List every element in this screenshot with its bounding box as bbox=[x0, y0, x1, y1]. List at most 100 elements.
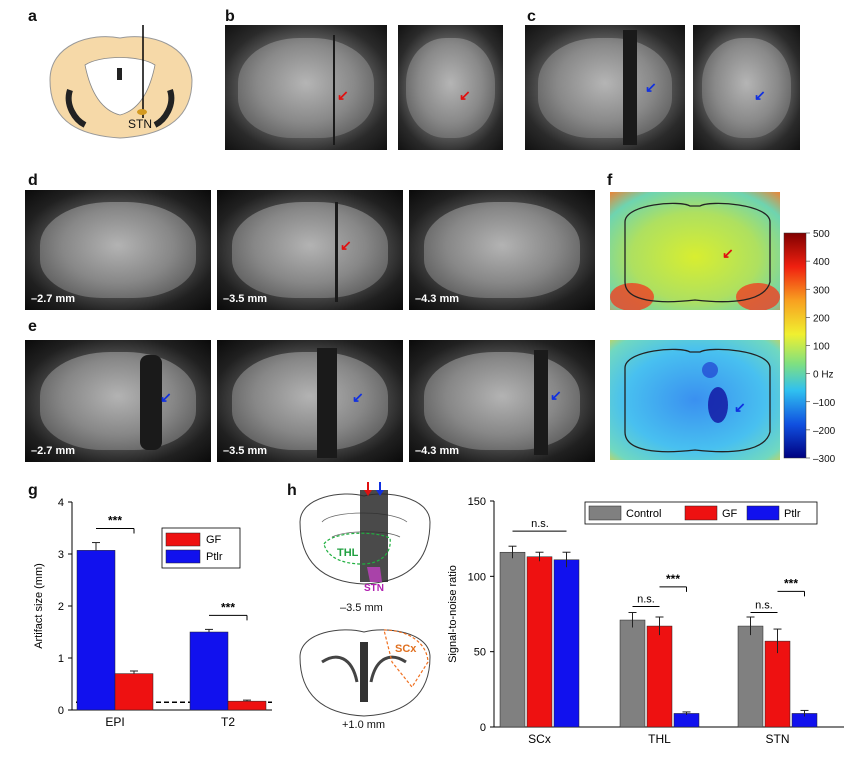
x-tick-label: THL bbox=[648, 732, 671, 746]
bar-control bbox=[737, 625, 764, 728]
mri-b-coronal bbox=[225, 25, 387, 150]
mri-d-slice-2: –3.5 mm bbox=[217, 190, 403, 310]
brain-schematic-h-top bbox=[299, 482, 431, 585]
blue-arrow-icon: ↙ bbox=[734, 399, 746, 415]
mri-c-axial bbox=[693, 25, 800, 150]
mri-b-axial bbox=[398, 25, 503, 150]
slice-depth-label: –4.3 mm bbox=[415, 445, 460, 457]
ns-label: n.s. bbox=[637, 593, 655, 605]
colorbar: 500 400 300 200 100 0 Hz –100 –200 –300 bbox=[783, 229, 836, 465]
colorbar-tick-label: 400 bbox=[813, 257, 830, 268]
legend-swatch-ptlr bbox=[165, 549, 201, 564]
y-tick-label: 1 bbox=[58, 653, 64, 665]
legend-label: GF bbox=[722, 508, 738, 520]
y-tick-label: 4 bbox=[58, 497, 64, 509]
y-axis-label: Artifact size (mm) bbox=[33, 563, 45, 649]
y-tick-label: 100 bbox=[468, 571, 486, 583]
significance-label: *** bbox=[784, 576, 798, 590]
mri-e-slice-3: –4.3 mm bbox=[409, 340, 595, 462]
panel-letter-d: d bbox=[28, 172, 38, 189]
blue-arrow-icon: ↙ bbox=[754, 87, 766, 103]
legend-label: Control bbox=[626, 508, 661, 520]
legend-swatch-ptlr bbox=[746, 505, 780, 521]
ns-label: n.s. bbox=[531, 518, 549, 530]
mri-e-slice-1: –2.7 mm bbox=[25, 340, 211, 462]
bar-ptlr bbox=[553, 559, 580, 728]
red-arrow-icon: ↙ bbox=[459, 87, 471, 103]
bar-gf bbox=[227, 700, 267, 711]
field-map-gf bbox=[610, 192, 780, 310]
slice-depth-label: –3.5 mm bbox=[223, 445, 268, 457]
thl-label: THL bbox=[337, 547, 359, 559]
colorbar-tick-label: 300 bbox=[813, 285, 830, 296]
ns-label: n.s. bbox=[755, 599, 773, 611]
significance-label: *** bbox=[221, 600, 235, 614]
legend-label: Ptlr bbox=[784, 508, 801, 520]
x-tick-label: T2 bbox=[221, 715, 235, 729]
panel-letter-b: b bbox=[225, 8, 235, 25]
mri-c-coronal bbox=[525, 25, 685, 150]
bar-gf bbox=[764, 640, 791, 728]
colorbar-tick-label: –300 bbox=[813, 454, 836, 465]
y-tick-label: 150 bbox=[468, 496, 486, 508]
blue-arrow-icon: ↙ bbox=[550, 387, 562, 403]
y-tick-label: 2 bbox=[58, 601, 64, 613]
stn-label-h: STN bbox=[364, 583, 384, 594]
bar-gf bbox=[646, 625, 673, 728]
blue-arrow-icon: ↙ bbox=[352, 389, 364, 405]
red-arrow-icon: ↙ bbox=[340, 237, 352, 253]
mri-d-slice-1: –2.7 mm bbox=[25, 190, 211, 310]
scx-label: SCx bbox=[395, 643, 417, 655]
mri-e-slice-2: –3.5 mm bbox=[217, 340, 403, 462]
panel-letter-h: h bbox=[287, 482, 297, 499]
colorbar-tick-label: 200 bbox=[813, 313, 830, 324]
y-tick-label: 3 bbox=[58, 549, 64, 561]
bar-ptlr bbox=[189, 631, 229, 711]
slice-depth-label: –3.5 mm bbox=[223, 293, 268, 305]
y-tick-label: 50 bbox=[474, 647, 486, 659]
legend-swatch-gf bbox=[165, 532, 201, 547]
slice-depth-label: –2.7 mm bbox=[31, 293, 76, 305]
colorbar-tick-label: 100 bbox=[813, 342, 830, 353]
x-tick-label: STN bbox=[766, 732, 790, 746]
red-arrow-icon: ↙ bbox=[722, 245, 734, 261]
red-arrow-icon: ↙ bbox=[337, 87, 349, 103]
legend-label: GF bbox=[206, 534, 222, 546]
panel-letter-a: a bbox=[28, 8, 37, 25]
slice-depth-label: –4.3 mm bbox=[415, 293, 460, 305]
chart-snr: 0 50 100 150 Signal-to-noise ratio SCx THL STN… bbox=[447, 496, 844, 746]
colorbar-tick-label: –200 bbox=[813, 426, 836, 437]
panel-letter-f: f bbox=[607, 172, 613, 189]
significance-label: *** bbox=[666, 572, 680, 586]
colorbar-tick-label: 500 bbox=[813, 229, 830, 240]
bar-control bbox=[499, 551, 526, 728]
blue-arrow-icon: ↙ bbox=[160, 389, 172, 405]
legend-swatch-control bbox=[588, 505, 622, 521]
depth-label-bottom: +1.0 mm bbox=[342, 719, 386, 731]
bar-gf bbox=[114, 673, 154, 711]
bar-control bbox=[619, 619, 646, 728]
panel-letter-c: c bbox=[527, 8, 536, 25]
x-tick-label: SCx bbox=[528, 732, 551, 746]
chart-artifact-size: 0 1 2 3 4 Artifact size (mm) EPI *** T2 *** GF Ptl… bbox=[33, 497, 272, 729]
stn-label-a: STN bbox=[128, 117, 152, 131]
legend-swatch-gf bbox=[684, 505, 718, 521]
x-tick-label: EPI bbox=[105, 715, 124, 729]
colorbar-tick-label: –100 bbox=[813, 398, 836, 409]
field-map-ptlr bbox=[610, 340, 780, 460]
bar-ptlr bbox=[76, 550, 116, 711]
panel-letter-g: g bbox=[28, 482, 38, 499]
panel-letter-e: e bbox=[28, 318, 37, 335]
colorbar-tick-label: 0 Hz bbox=[813, 370, 834, 381]
blue-arrow-icon: ↙ bbox=[645, 79, 657, 95]
y-tick-label: 0 bbox=[480, 722, 486, 734]
bar-gf bbox=[526, 556, 553, 728]
legend-label: Ptlr bbox=[206, 551, 223, 563]
brain-schematic-a bbox=[49, 25, 193, 139]
slice-depth-label: –2.7 mm bbox=[31, 445, 76, 457]
depth-label-top: –3.5 mm bbox=[340, 602, 383, 614]
significance-label: *** bbox=[108, 514, 122, 528]
brain-schematic-h-bottom bbox=[299, 629, 431, 717]
y-axis-label: Signal-to-noise ratio bbox=[447, 565, 459, 663]
y-tick-label: 0 bbox=[58, 705, 64, 717]
